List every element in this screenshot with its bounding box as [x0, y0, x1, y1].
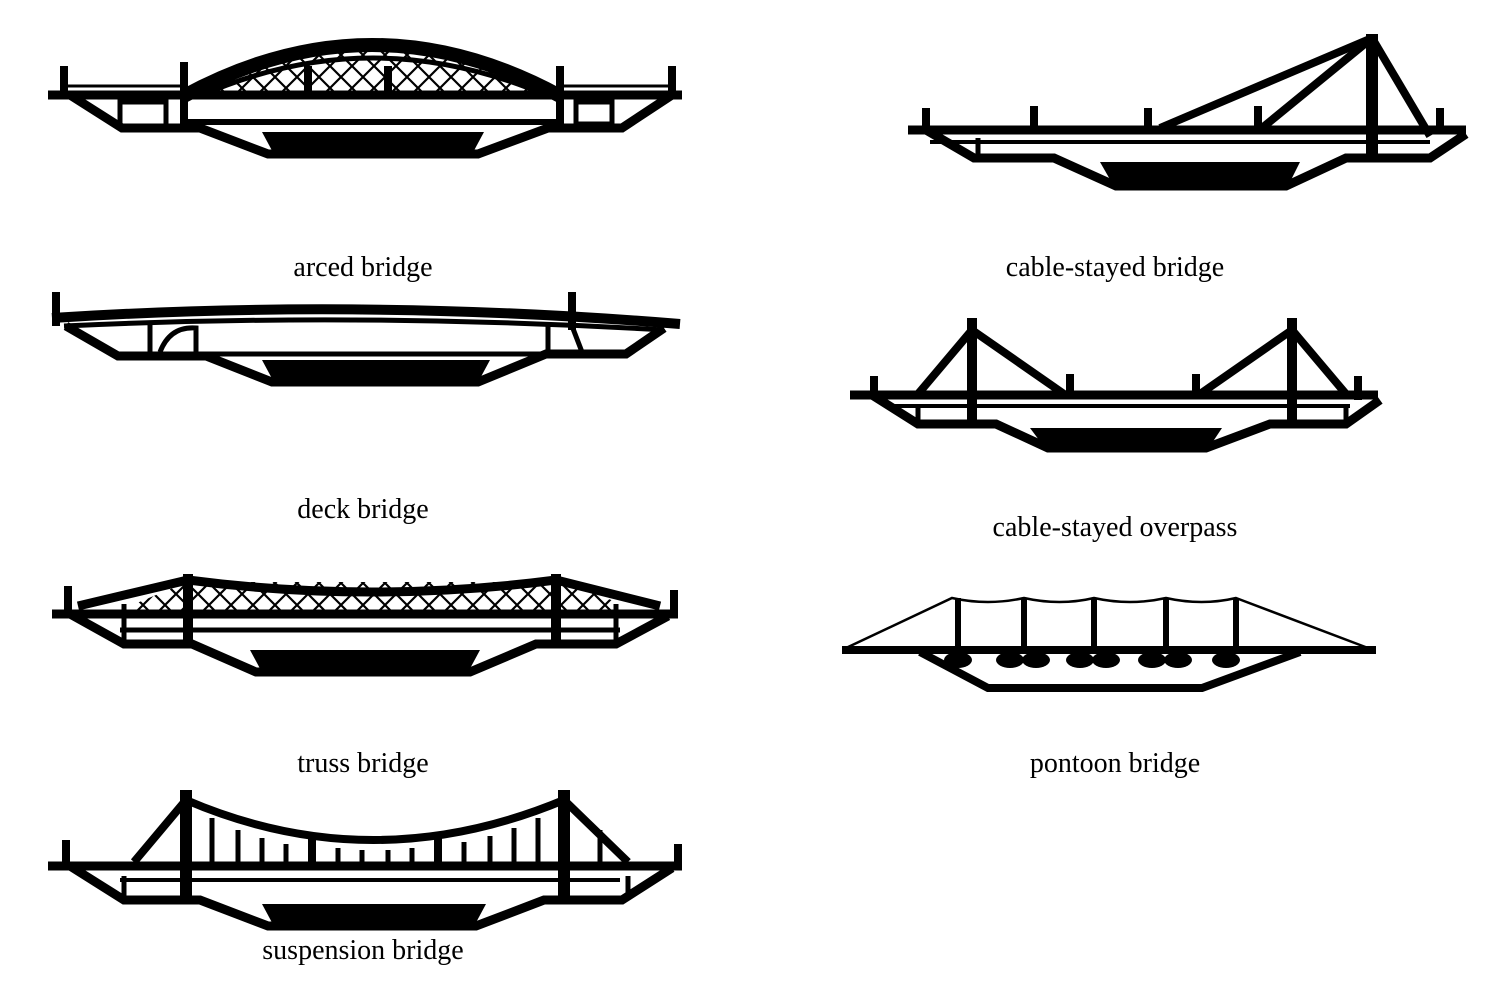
caption-pontoon-bridge: pontoon bridge [1029, 748, 1201, 779]
caption-arced-bridge: arced bridge [293, 252, 433, 283]
caption-cable-stayed-overpass: cable-stayed overpass [992, 512, 1238, 543]
deck-bridge-drawing [51, 292, 681, 387]
caption-deck-bridge: deck bridge [297, 494, 429, 525]
arced-bridge-drawing [48, 38, 682, 159]
suspension-bridge-drawing [48, 790, 682, 931]
pontoon-bridge-drawing [842, 596, 1376, 692]
caption-truss-bridge: truss bridge [297, 748, 429, 779]
cable-stayed-bridge-drawing [908, 34, 1469, 191]
caption-suspension-bridge: suspension bridge [262, 935, 464, 966]
caption-cable-stayed-bridge: cable-stayed bridge [1005, 252, 1225, 283]
truss-bridge-drawing [52, 574, 678, 677]
cable-stayed-overpass-drawing [850, 318, 1383, 453]
